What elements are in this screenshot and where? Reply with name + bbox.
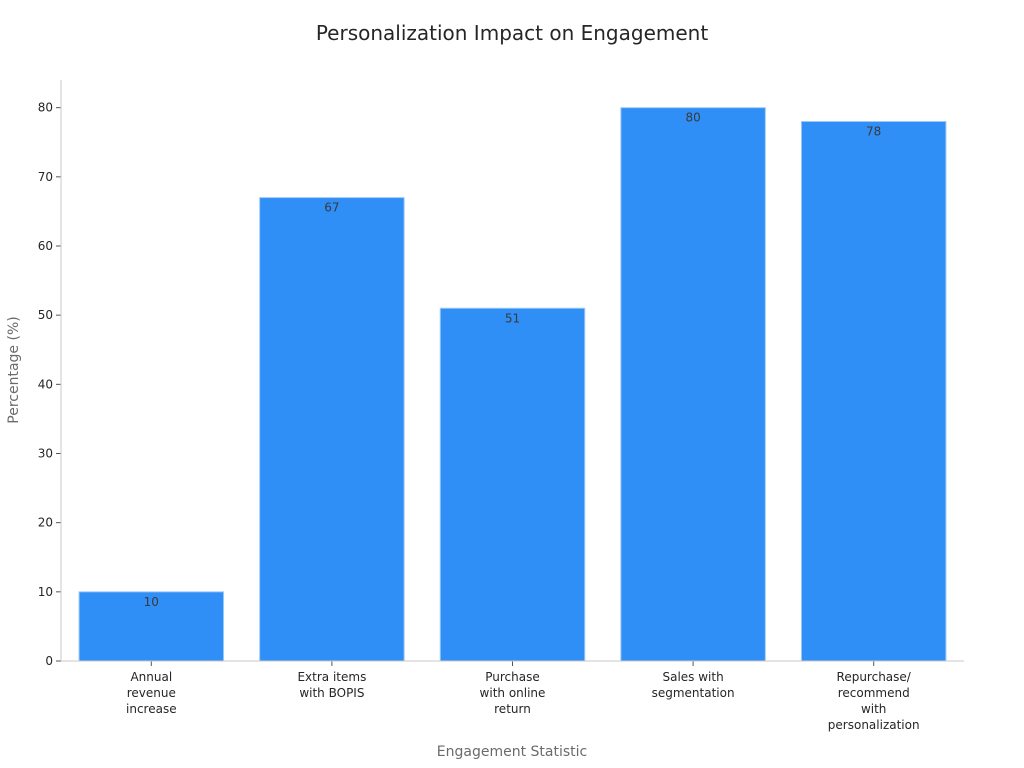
x-tick-label-line: with BOPIS xyxy=(299,686,364,700)
x-tick-label: Extra items with BOPIS xyxy=(297,670,366,700)
y-tick-label: 40 xyxy=(38,377,53,391)
x-tick-label: Annual revenue increase xyxy=(126,670,177,716)
data-label: 51 xyxy=(505,311,520,325)
x-tick-label-line: with xyxy=(861,702,886,716)
y-tick-label: 0 xyxy=(45,654,53,668)
y-tick-label: 70 xyxy=(38,170,53,184)
y-axis-title: Percentage (%) xyxy=(6,316,22,423)
x-tick-label-line: with online xyxy=(480,686,546,700)
x-tick-label-line: Purchase xyxy=(485,670,540,684)
x-tick-label-line: recommend xyxy=(838,686,910,700)
x-tick-label-line: revenue xyxy=(127,686,176,700)
bar xyxy=(259,197,405,662)
chart-title: Personalization Impact on Engagement xyxy=(316,21,709,45)
bar xyxy=(800,121,947,662)
x-tick-label-line: personalization xyxy=(828,718,920,732)
x-tick-label-line: increase xyxy=(126,702,177,716)
y-tick-label: 50 xyxy=(38,308,53,322)
x-axis-title: Engagement Statistic xyxy=(437,744,587,760)
x-tick-label-line: Extra items xyxy=(297,670,366,684)
bar xyxy=(78,591,225,662)
data-label: 78 xyxy=(866,125,881,139)
y-tick-label: 10 xyxy=(38,585,53,599)
bar xyxy=(439,307,586,662)
x-tick-label-line: Repurchase/ xyxy=(837,670,912,684)
data-label: 10 xyxy=(144,595,159,609)
y-tick-label: 60 xyxy=(38,239,53,253)
y-tick-label: 20 xyxy=(38,516,53,530)
data-label: 80 xyxy=(685,111,700,125)
x-tick-label: Purchase with online return xyxy=(480,670,546,716)
x-tick-label: Sales with segmentation xyxy=(652,670,735,700)
bar xyxy=(620,107,766,662)
x-tick-label-line: Annual xyxy=(130,670,172,684)
x-tick-label-line: Sales with xyxy=(662,670,723,684)
x-tick-label-line: segmentation xyxy=(652,686,735,700)
plot-area: 0 10 20 30 40 50 60 70 80 10 Annual revenue increase… xyxy=(38,101,947,732)
x-tick-label-line: return xyxy=(494,702,531,716)
y-tick-label: 80 xyxy=(38,101,53,115)
x-tick-label: Repurchase/recommend with personalization xyxy=(828,670,920,732)
y-tick-label: 30 xyxy=(38,447,53,461)
data-label: 67 xyxy=(324,201,339,215)
